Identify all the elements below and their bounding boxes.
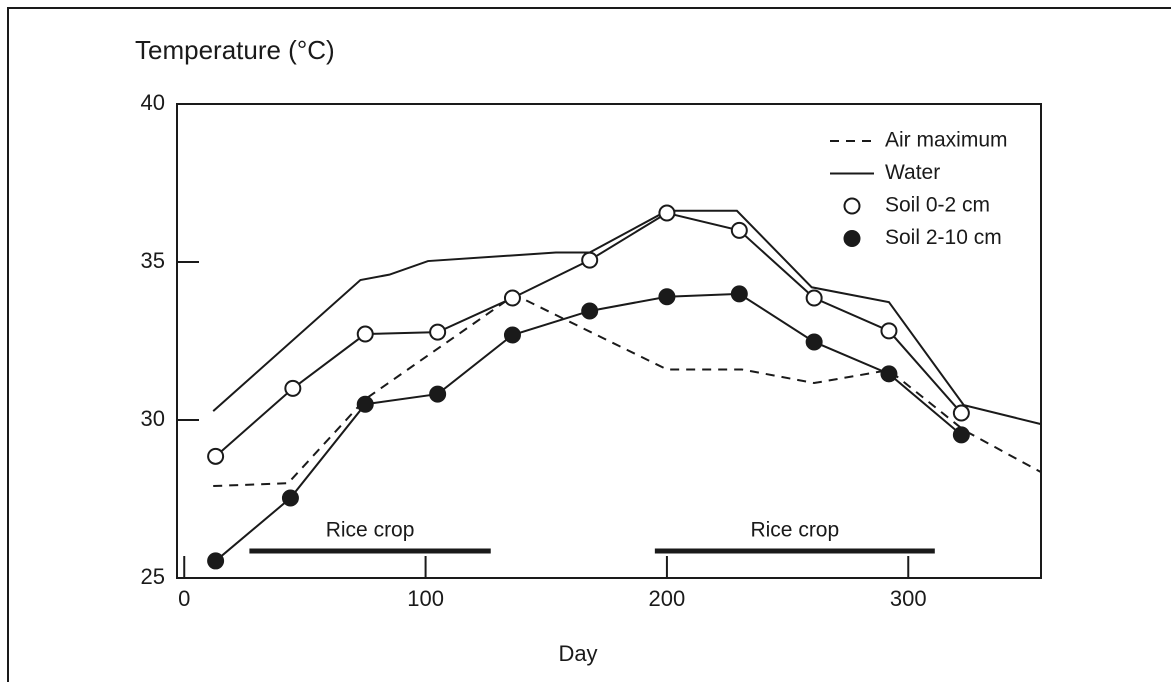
data-point (952, 404, 970, 422)
data-point (730, 285, 748, 303)
legend-label: Soil 0-2 cm (885, 194, 990, 217)
data-point (356, 395, 374, 413)
legend-label: Water (885, 161, 940, 184)
x-tick-label: 0 (178, 586, 190, 611)
data-point (429, 323, 447, 341)
x-tick-label: 100 (407, 586, 444, 611)
data-point (284, 379, 302, 397)
legend-label: Air maximum (885, 129, 1008, 152)
series-line (213, 293, 1042, 488)
data-point (581, 302, 599, 320)
data-point (581, 251, 599, 269)
data-point (730, 221, 748, 239)
data-point (952, 426, 970, 444)
data-point (207, 552, 225, 570)
annotation: Rice crop (326, 519, 415, 542)
data-point (207, 447, 225, 465)
y-axis-label: Temperature (°C) (135, 35, 335, 65)
data-point (429, 385, 447, 403)
y-tick-label: 30 (141, 406, 165, 431)
y-tick-label: 40 (141, 90, 165, 115)
data-point (281, 489, 299, 507)
legend-swatch (843, 230, 861, 247)
data-point (805, 333, 823, 351)
x-tick-label: 200 (649, 586, 686, 611)
y-tick-label: 25 (141, 564, 165, 589)
legend-swatch (843, 197, 861, 215)
data-point (880, 322, 898, 340)
x-tick-label: 300 (890, 586, 927, 611)
series-line (212, 209, 1042, 426)
frame (7, 7, 1171, 682)
data-point (805, 289, 823, 307)
data-point (503, 289, 521, 307)
data-point (503, 326, 521, 344)
data-point (880, 365, 898, 383)
data-point (658, 288, 676, 306)
annotation: Rice crop (750, 519, 839, 542)
data-point (356, 325, 374, 343)
data-point (658, 204, 676, 222)
series-line (214, 211, 963, 458)
x-axis-label: Day (558, 641, 597, 666)
y-tick-label: 35 (141, 248, 165, 273)
plot-frame (176, 103, 1042, 579)
legend-label: Soil 2-10 cm (885, 226, 1002, 249)
